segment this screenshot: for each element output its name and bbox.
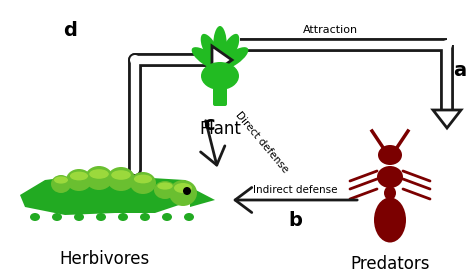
Ellipse shape [378,145,402,165]
Text: a: a [454,61,466,80]
Text: Predators: Predators [350,255,430,273]
Text: Direct defense: Direct defense [234,110,291,174]
Ellipse shape [374,198,406,242]
Ellipse shape [74,213,84,221]
Ellipse shape [201,62,239,90]
Circle shape [130,55,140,65]
FancyBboxPatch shape [213,84,227,106]
Text: b: b [288,210,302,230]
Circle shape [442,40,452,50]
Ellipse shape [184,213,194,221]
Ellipse shape [157,182,173,190]
Text: d: d [63,20,77,40]
Ellipse shape [51,175,71,193]
Ellipse shape [54,176,68,184]
Ellipse shape [169,180,197,206]
Ellipse shape [96,213,106,221]
Ellipse shape [218,34,239,68]
Text: Attraction: Attraction [302,25,357,35]
Text: Herbivores: Herbivores [60,250,150,268]
Ellipse shape [111,170,131,180]
Ellipse shape [134,175,152,183]
Polygon shape [190,187,215,207]
Polygon shape [20,175,195,215]
Ellipse shape [213,26,227,68]
Text: c: c [203,116,215,134]
Ellipse shape [130,172,156,194]
Polygon shape [433,110,461,128]
Ellipse shape [30,213,40,221]
Text: Plant: Plant [199,120,241,138]
Text: Indirect defense: Indirect defense [253,185,337,195]
Ellipse shape [140,213,150,221]
Ellipse shape [154,181,176,199]
Ellipse shape [384,186,396,200]
Ellipse shape [118,213,128,221]
Circle shape [183,187,191,195]
Ellipse shape [377,166,403,188]
Ellipse shape [162,213,172,221]
Ellipse shape [191,47,220,69]
Ellipse shape [85,166,113,190]
Ellipse shape [66,169,92,191]
Polygon shape [212,46,232,74]
Ellipse shape [89,169,109,179]
Ellipse shape [107,167,135,191]
Ellipse shape [70,172,88,181]
Ellipse shape [219,47,248,69]
Ellipse shape [52,213,62,221]
Ellipse shape [201,34,222,68]
Ellipse shape [174,183,192,193]
